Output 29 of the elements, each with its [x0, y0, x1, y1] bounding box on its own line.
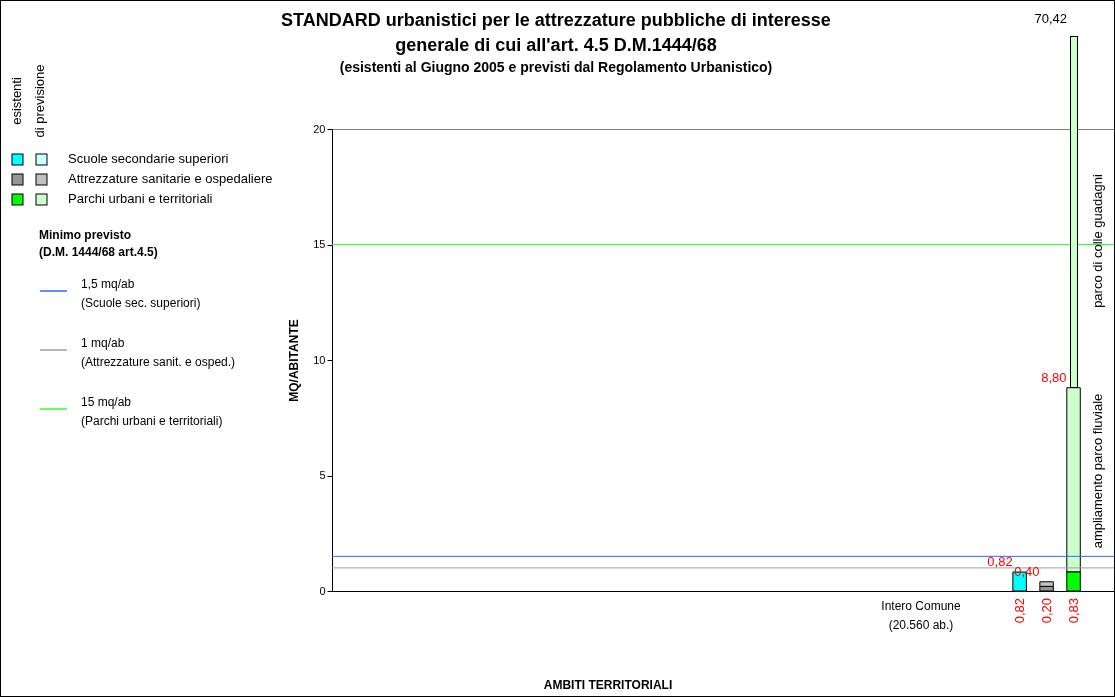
y-tick-label: 15 [313, 238, 326, 250]
total-label: 8,80 [1041, 369, 1067, 385]
y-axis-title: MQ/ABITANTE [287, 319, 302, 402]
legend-label: Attrezzature sanitarie e ospedaliere [68, 171, 273, 186]
data-label: 0,83 [1065, 598, 1081, 624]
text: esistenti [8, 77, 24, 125]
legend-label: 15 mq/ab (Parchi urbani e territoriali) [81, 394, 223, 430]
data-label: 0,82 [1011, 598, 1027, 624]
chart-subtitle: (esistenti al Giugno 2005 e previsti dal Regolamento Urbanistico) [338, 59, 774, 75]
y-tick-label: 5 [319, 469, 326, 481]
y-tick-label: 10 [313, 353, 326, 366]
total-label: 0,40 [1014, 563, 1040, 579]
total-label: 0,82 [987, 554, 1013, 570]
text: AMBITI TERRITORIALI [542, 678, 674, 692]
text: di previsione [31, 64, 47, 138]
legend-label: Parchi urbani e territoriali [68, 191, 213, 206]
annotation: ampliamento parco fluviale [1089, 393, 1105, 549]
y-tick-label: 0 [319, 584, 326, 597]
text: Intero Comune (20.560 ab.) [880, 598, 962, 634]
text: 70,42 [1033, 11, 1067, 26]
y-tick-label: 20 [313, 122, 326, 135]
legend-label: Scuole secondarie superiori [68, 151, 229, 166]
chart-title: STANDARD urbanistici per le attrezzature pubbliche di interesse generale di cui all'art. 4.5 D.M.1444/68 [280, 9, 832, 57]
legend-label: 1,5 mq/ab (Scuole sec. superiori) [81, 276, 201, 312]
data-label: 0,20 [1038, 598, 1054, 624]
text: (D.M. 1444/68 art.4.5) [39, 245, 158, 259]
text: Minimo previsto [39, 228, 132, 242]
legend-label: 1 mq/ab (Attrezzature sanit. e osped.) [81, 335, 236, 371]
annotation: parco di colle guadagni [1089, 174, 1105, 308]
